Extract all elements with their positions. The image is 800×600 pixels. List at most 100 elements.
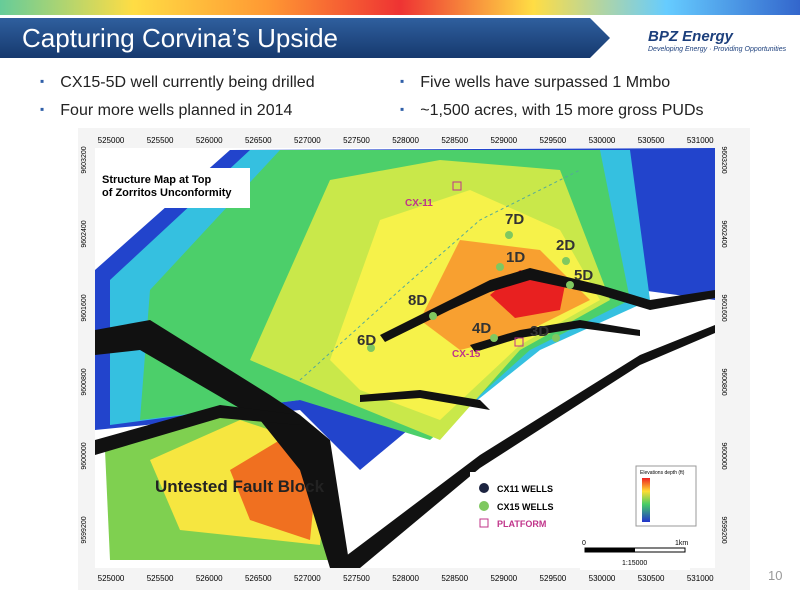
easting-label: 525000: [98, 136, 125, 145]
northing-label: 9600000: [81, 442, 88, 469]
northing-label: 9603200: [720, 146, 727, 173]
easting-label: 530500: [638, 574, 665, 583]
block-label: Untested Fault Block: [155, 477, 325, 496]
easting-label: 529000: [490, 136, 517, 145]
easting-label: 525500: [147, 574, 174, 583]
easting-label: 529500: [540, 574, 567, 583]
northing-label: 9600000: [720, 442, 727, 469]
well: [367, 344, 375, 352]
fault: [360, 390, 490, 410]
easting-label: 531000: [687, 136, 714, 145]
easting-label: 527000: [294, 574, 321, 583]
platform: [514, 337, 524, 347]
title-bar: Capturing Corvina’s Upside: [0, 18, 610, 58]
unmapped: [340, 330, 715, 568]
bullet: Four more wells planned in 2014: [40, 96, 315, 124]
legend: [470, 472, 620, 542]
easting-label: 530000: [589, 574, 616, 583]
well: [566, 281, 574, 289]
company: BPZ Energy: [648, 28, 734, 45]
well: [496, 263, 504, 271]
block: [230, 440, 315, 540]
top-strip: [0, 0, 800, 15]
caption-box: [95, 168, 250, 208]
easting-label: 530000: [589, 136, 616, 145]
easting-label: 526000: [196, 136, 223, 145]
page-number: 10: [768, 568, 783, 583]
fault-trace: [299, 169, 581, 381]
easting-label: 527500: [343, 574, 370, 583]
fault: [95, 405, 300, 455]
easting-label: 528500: [441, 136, 468, 145]
well: [505, 231, 513, 239]
legend-text: PLATFORM: [497, 519, 546, 529]
easting-label: 525000: [98, 574, 125, 583]
well-label: 4D: [472, 320, 491, 337]
legend-dot: [479, 501, 489, 511]
easting-label: 527000: [294, 136, 321, 145]
bullets-left: CX15-5D well currently being drilled Fou…: [40, 68, 315, 124]
well: [562, 257, 570, 265]
easting-label: 528000: [392, 574, 419, 583]
well-label: 8D: [408, 292, 427, 309]
fault: [95, 320, 350, 568]
legend-box: [479, 518, 489, 528]
easting-label: 525500: [147, 136, 174, 145]
northing-label: 9599200: [720, 516, 727, 543]
well-label: 6D: [357, 332, 376, 349]
scale-label: 0: [582, 540, 586, 547]
platform-label: CX-15: [452, 349, 481, 360]
scale-box: [580, 540, 690, 570]
fault: [470, 320, 640, 352]
well: [429, 312, 437, 320]
easting-label: 528000: [392, 136, 419, 145]
platform: [452, 181, 462, 191]
fault: [330, 325, 715, 568]
well: [490, 334, 498, 342]
well-label: 3D: [530, 323, 549, 340]
caption-line: Structure Map at Top: [102, 174, 211, 186]
scale-ratio: 1:15000: [622, 560, 647, 567]
easting-label: 530500: [638, 136, 665, 145]
bullets-right: Five wells have surpassed 1 Mmbo ~1,500 …: [400, 68, 704, 124]
easting-label: 529500: [540, 136, 567, 145]
well-label: 1D: [506, 249, 525, 266]
platform-label: CX-11: [405, 198, 433, 209]
easting-label: 526000: [196, 574, 223, 583]
title: Capturing Corvina’s Upside: [22, 23, 339, 53]
caption: Structure Map at Top of Zorritos Unconfor…: [102, 174, 232, 199]
northing-label: 9603200: [81, 146, 88, 173]
legend-dot: [479, 483, 489, 493]
legend-text: CX11 WELLS: [497, 484, 553, 494]
easting-label: 526500: [245, 136, 272, 145]
scale-bar: [585, 548, 635, 552]
well-label: 7D: [505, 211, 524, 228]
color-legend-title: Elevations depth (ft): [640, 470, 685, 476]
well: [552, 334, 560, 342]
color-ramp: [642, 478, 650, 522]
tagline: Developing Energy · Providing Opportunit…: [648, 46, 787, 53]
well-label: 2D: [556, 237, 575, 254]
easting-label: 531000: [687, 574, 714, 583]
northing-label: 9601600: [81, 294, 88, 321]
easting-label: 526500: [245, 574, 272, 583]
easting-label: 529000: [490, 574, 517, 583]
northing-label: 9600800: [81, 368, 88, 395]
easting-label: 527500: [343, 136, 370, 145]
easting-label: 528500: [441, 574, 468, 583]
bullet: ~1,500 acres, with 15 more gross PUDs: [400, 96, 703, 124]
bullet: Five wells have surpassed 1 Mmbo: [400, 68, 704, 96]
northing-label: 9602400: [81, 220, 88, 247]
scale-label: 1km: [675, 540, 688, 547]
legend-text: CX15 WELLS: [497, 502, 554, 512]
northing-label: 9599200: [81, 516, 88, 543]
logo: BPZ Energy Developing Energy · Providing …: [648, 28, 786, 53]
fault: [380, 268, 715, 342]
bullet: CX15-5D well currently being drilled: [40, 68, 314, 96]
northing-label: 9601600: [720, 294, 727, 321]
well-label: 5D: [574, 267, 593, 284]
caption-line: of Zorritos Unconformity: [102, 187, 232, 199]
northing-label: 9602400: [720, 220, 727, 247]
